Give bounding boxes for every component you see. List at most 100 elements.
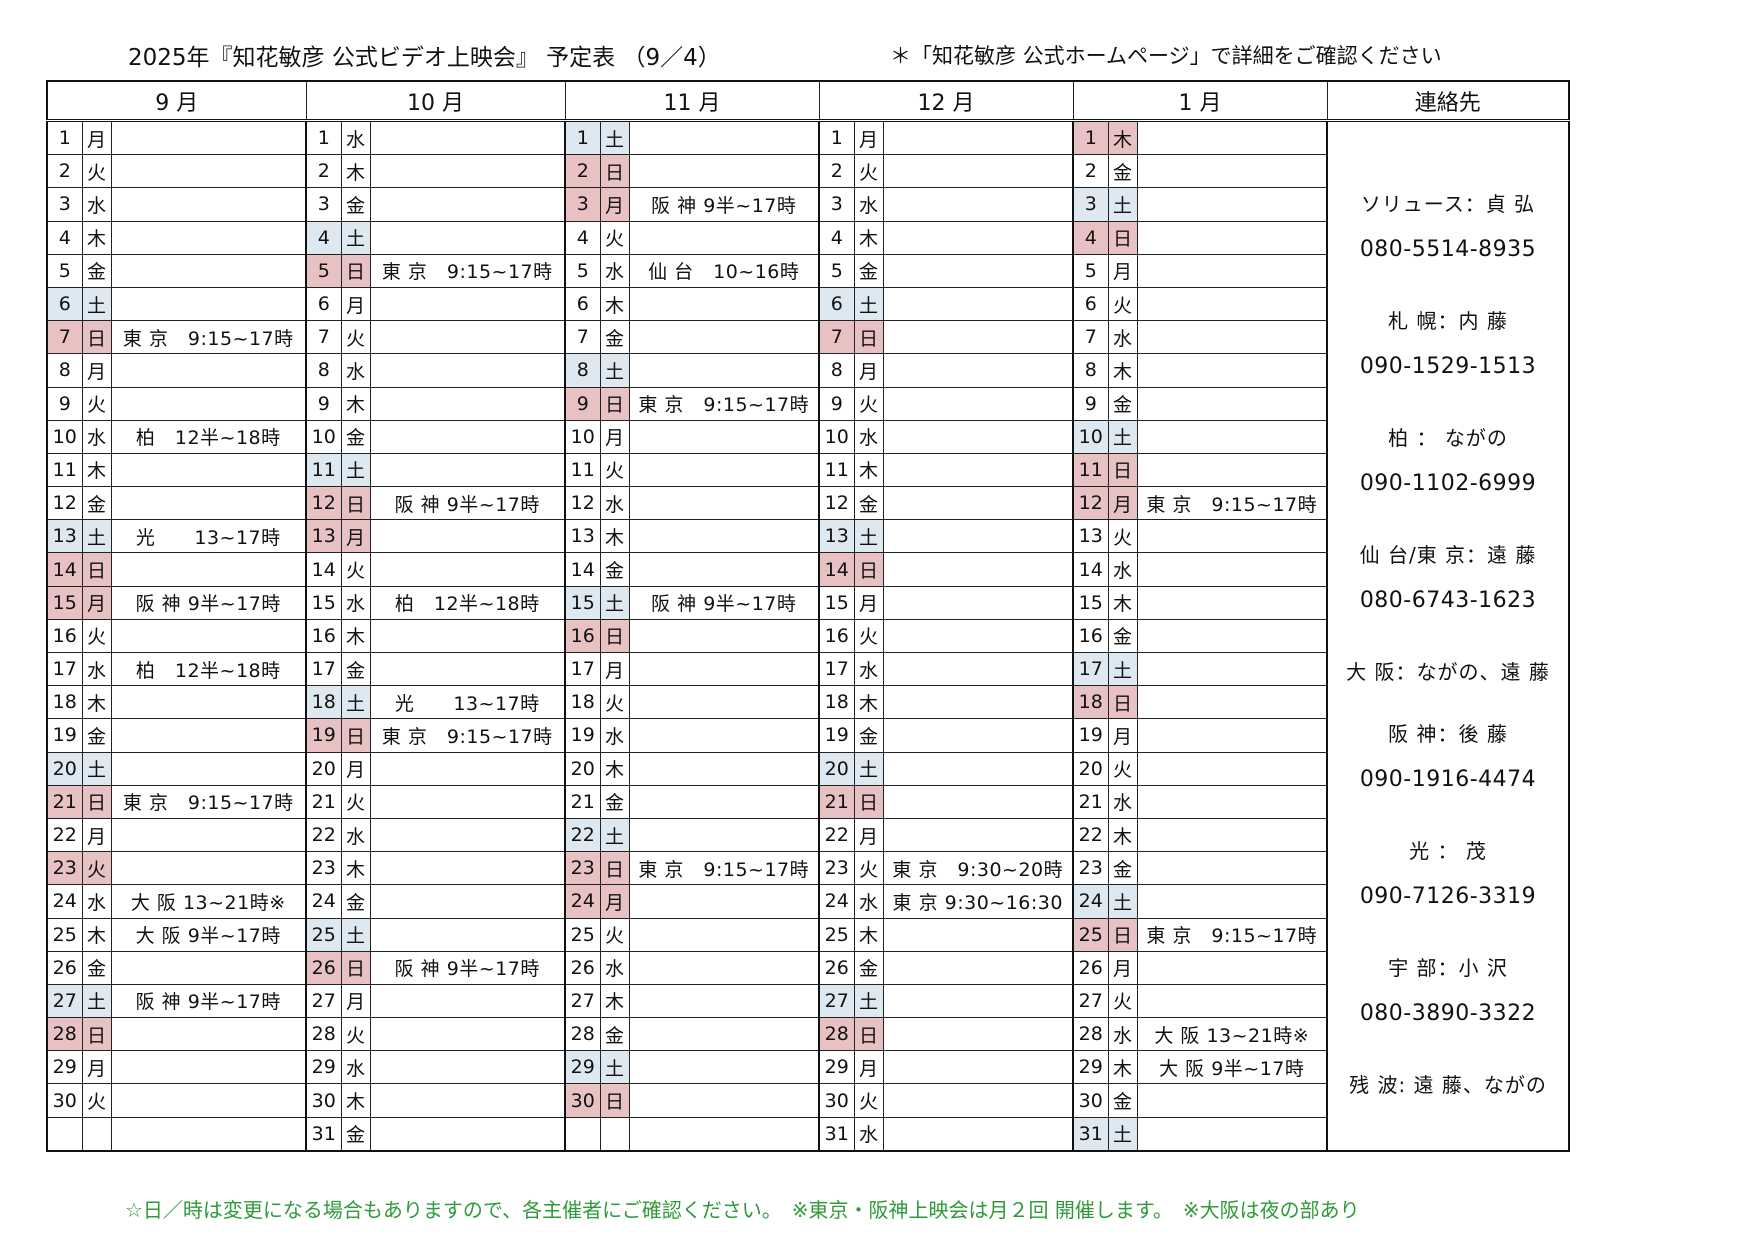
contact-name: ソリュース：貞 弘 [1360,192,1536,216]
event-cell [1136,751,1328,786]
weekday: 土 [853,286,884,322]
event-cell [110,386,307,421]
event-cell [369,1017,566,1052]
day-number: 19 [818,718,855,753]
day-number: 22 [818,817,855,853]
event-cell [1136,1083,1328,1118]
day-number: 2 [305,154,342,189]
event-cell [628,220,820,255]
event-cell [882,552,1074,587]
day-number: 31 [1072,1116,1109,1152]
day-number: 10 [46,419,83,454]
day-number: 20 [46,751,83,786]
event-cell [1136,1116,1328,1152]
weekday: 火 [340,552,371,587]
day-number: 11 [46,452,83,488]
event-cell [882,220,1074,255]
table-row: 29 月 29 水 29 土 29 月 29 木大 阪 9半~17時 [46,1050,1569,1085]
day-number: 6 [46,286,83,322]
event-cell: 東 京 9:15~17時 [369,253,566,288]
event-cell [110,552,307,587]
event-cell [110,353,307,388]
event-cell [628,154,820,189]
event-cell [369,1116,566,1152]
day-number: 25 [46,917,83,952]
event-cell: 阪 神 9半~17時 [110,983,307,1019]
weekday: 金 [81,950,112,985]
header-row: 9 月 10 月 11 月 12 月 1 月 連絡先 [46,80,1570,122]
day-number: 12 [46,486,83,521]
event-cell: 大 阪 13~21時※ [1136,1017,1328,1052]
weekday: 金 [340,651,371,687]
day-number: 26 [564,950,601,985]
weekday: 土 [1107,651,1138,687]
day-number: 8 [1072,353,1109,388]
weekday: 木 [340,618,371,654]
day-number: 13 [564,519,601,554]
event-cell [369,817,566,853]
contact-phone [1329,695,1568,712]
weekday: 金 [1107,386,1138,421]
event-cell [628,320,820,355]
day-number: 1 [818,119,855,156]
day-number: 2 [818,154,855,189]
day-number: 14 [818,552,855,587]
event-cell: 阪 神 9半~17時 [369,486,566,521]
day-number [564,1116,601,1152]
day-number: 18 [818,685,855,720]
day-number: 23 [564,851,601,886]
event-cell [369,353,566,388]
event-cell: 柏 12半~18時 [110,419,307,454]
weekday: 月 [340,519,371,554]
weekday: 土 [853,751,884,786]
weekday: 火 [1107,983,1138,1019]
event-cell [369,519,566,554]
event-cell [882,950,1074,985]
weekday: 火 [599,917,630,952]
event-cell [369,552,566,587]
event-cell [882,585,1074,620]
day-number: 9 [305,386,342,421]
day-number: 21 [305,784,342,819]
weekday: 金 [340,1116,371,1152]
weekday: 火 [1107,751,1138,786]
event-cell [882,486,1074,521]
event-cell [882,1017,1074,1052]
event-cell [882,651,1074,687]
weekday: 木 [599,751,630,786]
day-number: 30 [305,1083,342,1118]
day-number: 14 [1072,552,1109,587]
footer-note: ☆日／時は変更になる場合もありますので、各主催者にご確認ください。 ※東京・阪神… [125,1198,1360,1222]
day-number: 12 [305,486,342,521]
day-number: 7 [46,320,83,355]
day-number: 18 [564,685,601,720]
event-cell [882,1083,1074,1118]
day-number: 31 [818,1116,855,1152]
weekday: 月 [340,286,371,322]
contact-phone: 090-7126-3319 [1359,884,1537,909]
contact-name: 仙 台/東 京：遠 藤 [1359,543,1537,567]
day-number: 13 [818,519,855,554]
event-cell: 大 阪 13~21時※ [110,884,307,919]
day-number: 4 [1072,220,1109,255]
weekday: 金 [1107,618,1138,654]
weekday: 水 [599,950,630,985]
event-cell [110,154,307,189]
weekday: 日 [340,253,371,288]
event-cell [628,751,820,786]
day-number: 20 [818,751,855,786]
event-cell [882,119,1074,156]
weekday: 水 [853,884,884,919]
event-cell [369,320,566,355]
weekday: 金 [599,320,630,355]
event-cell [882,1116,1074,1152]
event-cell [628,784,820,819]
day-number: 26 [305,950,342,985]
event-cell [882,154,1074,189]
event-cell [110,950,307,985]
contact-name: 光 ： 茂 [1409,839,1487,863]
event-cell [110,718,307,753]
day-number: 28 [818,1017,855,1052]
weekday: 土 [81,983,112,1019]
